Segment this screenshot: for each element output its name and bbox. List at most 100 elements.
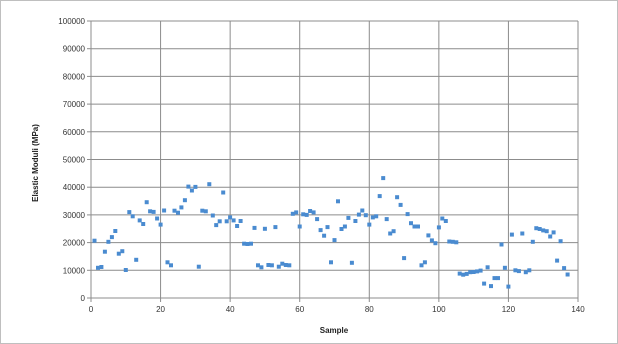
data-point — [520, 231, 525, 236]
data-point — [534, 226, 539, 231]
data-point — [179, 205, 184, 210]
data-point — [485, 265, 490, 270]
data-point — [426, 233, 431, 238]
data-point — [409, 221, 413, 226]
data-point — [155, 216, 160, 221]
data-point — [440, 216, 445, 221]
data-point — [308, 209, 313, 213]
data-point — [269, 263, 274, 268]
data-point — [475, 269, 480, 274]
data-point — [322, 233, 327, 238]
data-point — [436, 225, 441, 230]
data-point — [141, 222, 146, 226]
x-axis-title: Sample — [320, 326, 349, 335]
data-point — [422, 260, 427, 265]
data-point — [377, 194, 382, 199]
data-point — [374, 214, 379, 219]
data-point — [214, 223, 219, 228]
data-point — [346, 215, 351, 220]
x-tick-label: 20 — [156, 305, 165, 314]
y-tick-label: 40000 — [63, 183, 86, 192]
data-point — [144, 200, 149, 205]
x-tick-label: 120 — [502, 305, 516, 314]
data-point — [283, 263, 288, 267]
data-point — [228, 215, 233, 220]
data-point — [158, 222, 163, 227]
axes — [87, 20, 579, 302]
data-point — [266, 263, 271, 267]
x-tick-label: 80 — [365, 305, 374, 314]
data-point — [332, 238, 337, 243]
data-point — [523, 270, 528, 275]
data-point — [489, 284, 493, 289]
data-point — [447, 239, 452, 244]
x-tick-label: 0 — [89, 305, 94, 314]
data-point — [256, 263, 260, 268]
data-point — [506, 284, 511, 289]
data-point — [162, 208, 167, 213]
data-point — [134, 257, 139, 262]
data-point — [318, 228, 323, 233]
data-point — [363, 213, 368, 218]
data-point — [412, 224, 417, 229]
data-point — [405, 212, 410, 217]
data-point — [221, 190, 226, 195]
data-point — [325, 225, 330, 230]
data-point — [137, 218, 142, 223]
data-point — [558, 239, 563, 244]
data-point — [492, 276, 497, 281]
data-point — [290, 211, 295, 216]
data-point — [127, 210, 132, 215]
data-point — [102, 249, 107, 254]
data-point — [196, 264, 201, 269]
data-point — [544, 229, 549, 234]
data-point — [123, 268, 128, 272]
x-tick-label: 100 — [432, 305, 446, 314]
data-point — [238, 219, 243, 223]
data-point — [478, 268, 483, 273]
x-tick-label: 60 — [295, 305, 304, 314]
gridlines — [91, 20, 579, 298]
data-point — [402, 256, 407, 261]
y-tick-label: 60000 — [63, 128, 86, 137]
data-point — [336, 199, 340, 204]
data-point — [482, 281, 487, 286]
data-point — [193, 184, 198, 189]
data-point — [516, 269, 521, 274]
data-point — [433, 241, 438, 246]
data-point — [242, 241, 247, 246]
data-point — [249, 241, 253, 246]
data-point — [186, 184, 191, 189]
data-points — [92, 176, 570, 289]
data-point — [148, 209, 153, 214]
data-point — [276, 264, 281, 269]
data-point — [287, 263, 292, 268]
data-point — [176, 210, 180, 215]
y-axis-title: Elastic Moduli (MPa) — [31, 124, 40, 202]
data-point — [537, 227, 542, 231]
data-point — [297, 224, 302, 229]
data-point — [381, 176, 386, 181]
data-point — [116, 251, 121, 256]
data-point — [130, 214, 135, 219]
data-point — [304, 212, 309, 217]
data-point — [471, 270, 476, 274]
data-point — [224, 219, 229, 224]
y-tick-label: 90000 — [63, 45, 86, 54]
data-point — [165, 260, 170, 265]
data-point — [235, 224, 240, 228]
data-point — [99, 265, 104, 269]
data-point — [370, 215, 375, 220]
data-point — [349, 260, 354, 265]
data-point — [315, 217, 320, 222]
data-point — [311, 210, 316, 215]
data-point — [555, 258, 560, 263]
data-point — [113, 229, 118, 233]
y-tick-label: 20000 — [63, 239, 86, 248]
data-point — [509, 232, 514, 237]
y-tick-label: 10000 — [63, 266, 86, 275]
data-point — [502, 265, 507, 270]
data-point — [259, 265, 264, 270]
